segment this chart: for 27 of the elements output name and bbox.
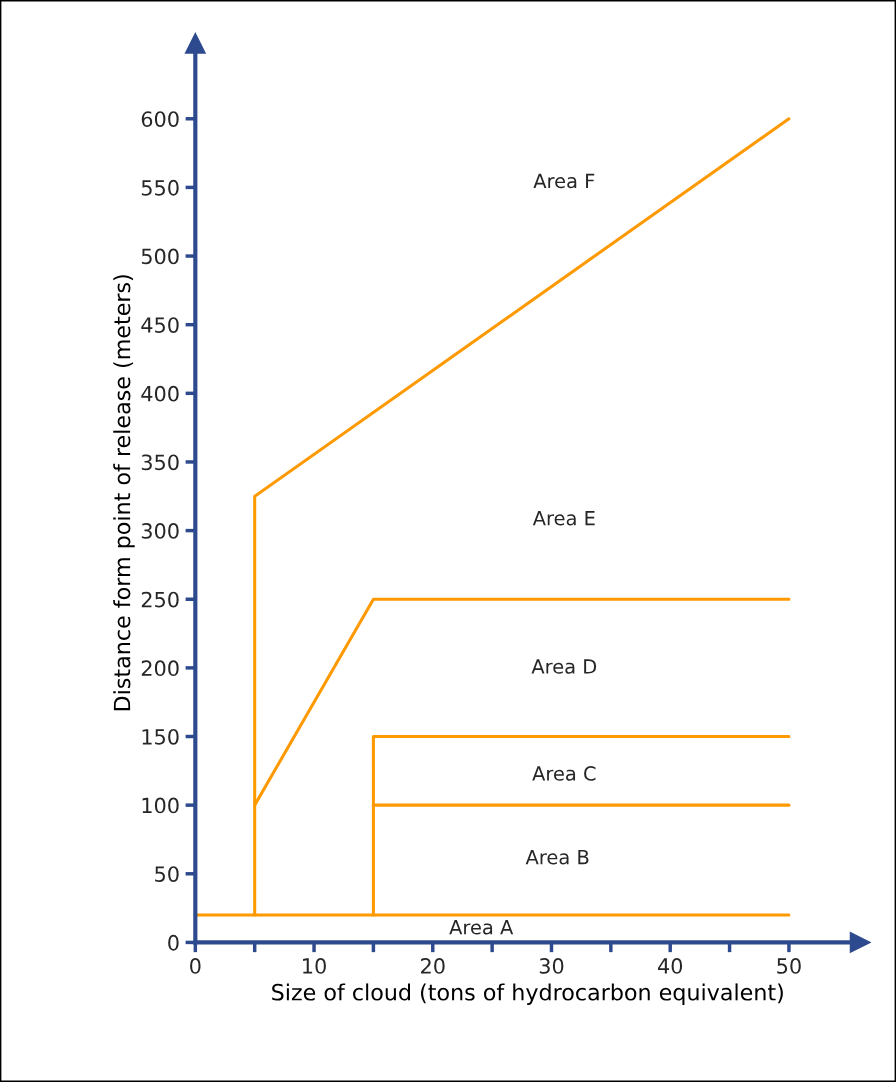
x-axis-title: Size of cloud (tons of hydrocarbon equivalent) — [272, 983, 783, 1005]
x-tick-label: 30 — [539, 958, 564, 974]
annotation: Area B — [525, 849, 589, 865]
y-axis-title: Distance form point of release (meters) — [113, 275, 135, 711]
y-tick-label: 350 — [141, 454, 179, 471]
y-tick-label: 50 — [155, 866, 179, 882]
annotation: Area C — [532, 766, 596, 781]
annotation: Area E — [532, 511, 595, 526]
y-tick-label: 200 — [141, 660, 179, 677]
y-tick-label: 500 — [141, 248, 179, 265]
y-tick-label: 100 — [142, 797, 179, 814]
y-tick-label: 400 — [141, 385, 179, 402]
y-tick-label: 0 — [168, 934, 179, 951]
annotation: Area D — [531, 659, 597, 674]
x-tick-label: 20 — [421, 958, 445, 974]
x-tick-label: 0 — [190, 958, 201, 974]
y-tick-label: 150 — [142, 728, 179, 745]
annotation: Area A — [449, 920, 514, 935]
annotation: Area F — [533, 173, 595, 189]
y-tick-label: 450 — [141, 317, 179, 333]
x-tick-label: 50 — [777, 958, 801, 974]
y-tick-label: 550 — [141, 179, 179, 196]
y-tick-label: 250 — [141, 591, 179, 608]
y-tick-label: 600 — [141, 111, 179, 127]
x-tick-label: 40 — [657, 958, 683, 974]
y-tick-label: 300 — [141, 523, 179, 539]
x-tick-label: 10 — [303, 958, 326, 974]
